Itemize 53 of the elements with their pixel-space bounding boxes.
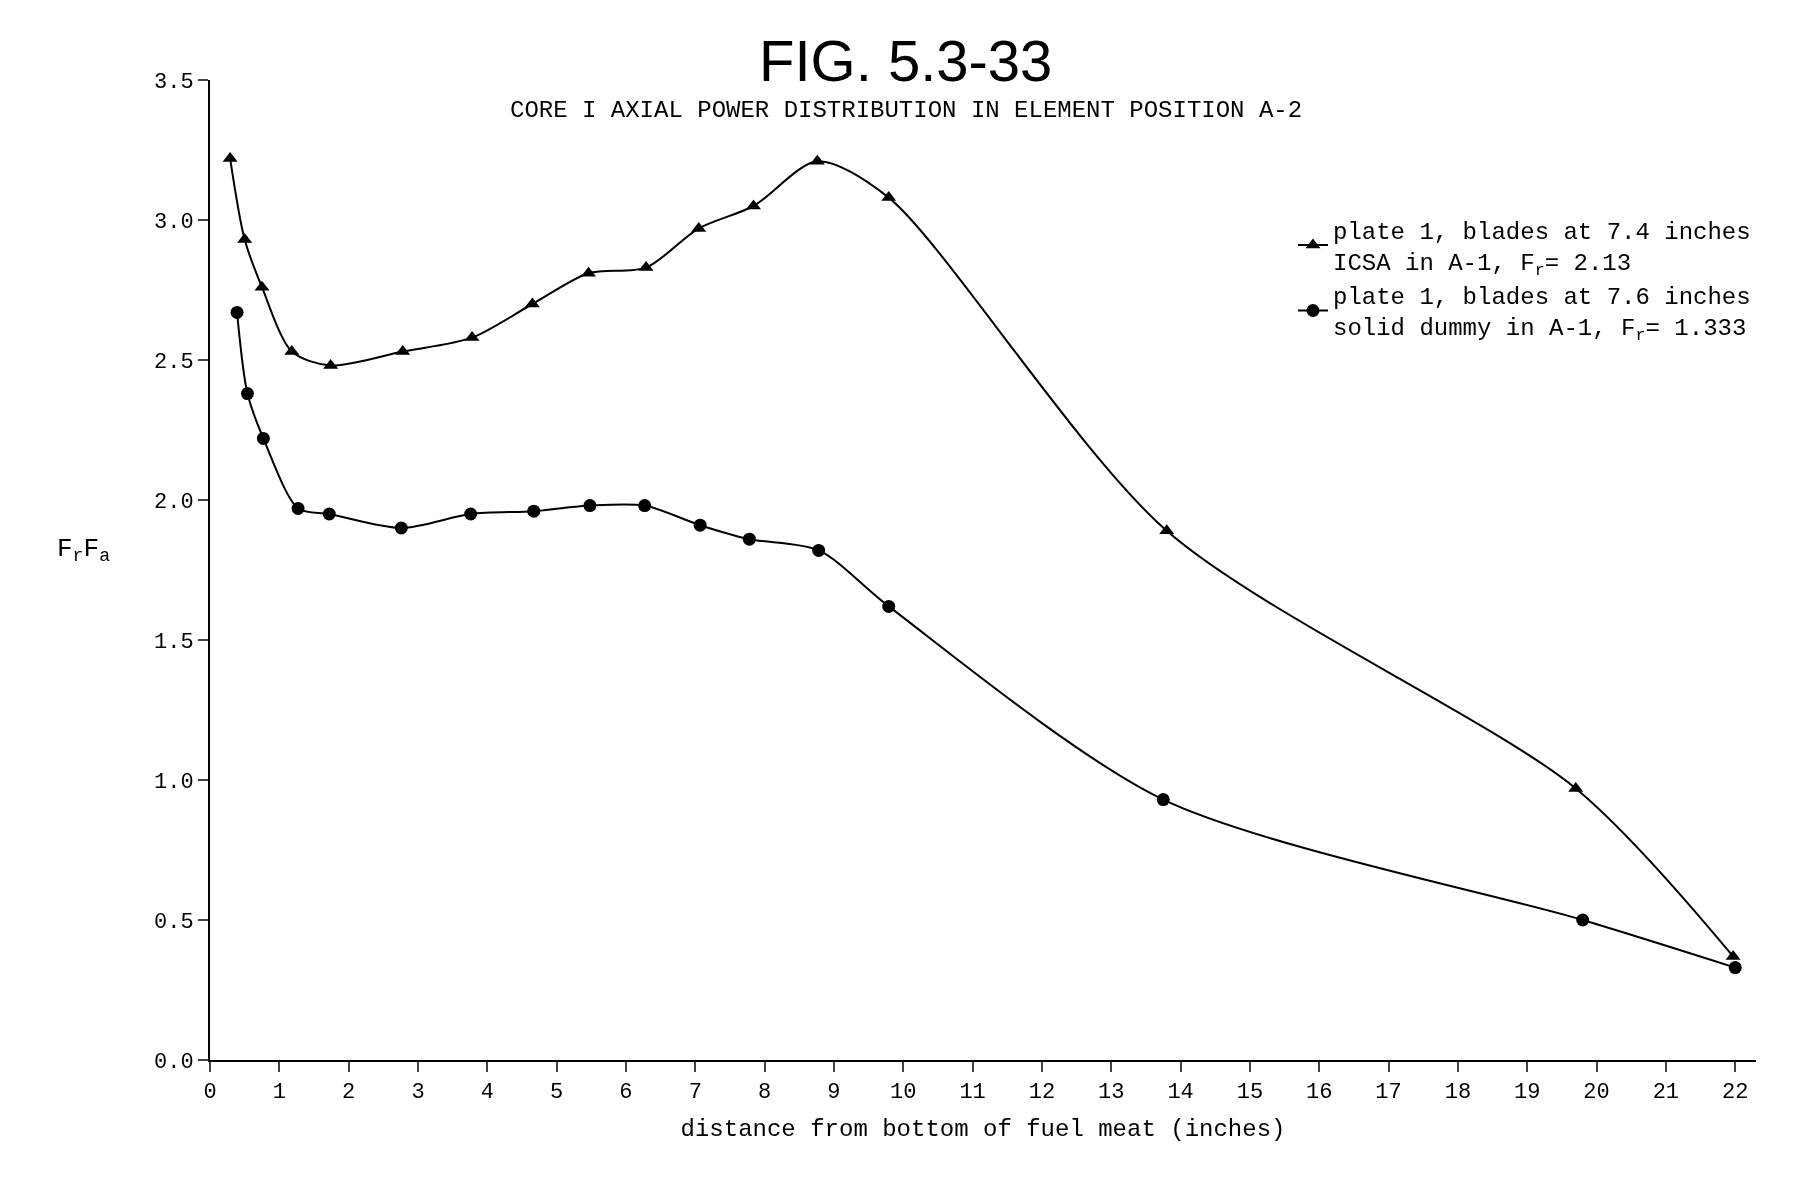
x-tick-label: 12 [1028, 1080, 1056, 1106]
x-tick-label: 1 [272, 1080, 286, 1106]
point [464, 507, 478, 521]
x-tick-label: 16 [1306, 1080, 1333, 1106]
point [812, 543, 826, 557]
x-tick-label: 10 [890, 1080, 917, 1106]
x-tick-label: 13 [1098, 1080, 1125, 1106]
point [230, 305, 244, 319]
x-tick-label: 19 [1514, 1080, 1541, 1106]
x-tick-label: 9 [827, 1080, 841, 1106]
x-tick-label: 20 [1583, 1080, 1610, 1106]
y-tick-label: 0.5 [153, 909, 194, 935]
x-tick-label: 18 [1444, 1080, 1472, 1106]
x-tick-label: 6 [619, 1080, 633, 1106]
legend-label: plate 1, blades at 7.6 inches solid dummy in A-1, F$_{r}$= 1.333 [1333, 284, 1751, 346]
point [882, 599, 896, 613]
x-tick-label: 8 [758, 1080, 772, 1106]
y-tick-label: 1.0 [153, 769, 194, 795]
chart-title: FIG. 5.3-33 [759, 28, 1053, 93]
point [394, 521, 408, 535]
x-tick-label: 11 [959, 1080, 986, 1106]
x-tick-label: 22 [1722, 1080, 1749, 1106]
point [240, 387, 254, 401]
point [638, 499, 652, 513]
x-tick-label: 15 [1236, 1080, 1264, 1106]
point [1576, 913, 1590, 927]
y-tick-label: 0.0 [153, 1049, 194, 1075]
y-axis-title: F$_{r}$F$_{a}$ [57, 534, 111, 567]
point [1728, 961, 1742, 975]
point [527, 504, 541, 518]
x-tick-label: 2 [342, 1080, 356, 1106]
text: CORE I AXIAL POWER DISTRIBUTION IN ELEMENT POSITION A-2 [510, 97, 1303, 124]
y-tick-label: 3.5 [153, 69, 194, 95]
point [583, 499, 597, 513]
x-tick-label: 0 [203, 1080, 217, 1106]
x-tick-label: 21 [1652, 1080, 1680, 1106]
y-tick-label: 2.5 [153, 349, 194, 375]
point [322, 507, 336, 521]
x-tick-label: 7 [688, 1080, 702, 1106]
x-tick-label: 3 [411, 1080, 425, 1106]
point [742, 532, 756, 546]
y-tick-label: 1.5 [153, 629, 194, 655]
point [1156, 793, 1170, 807]
x-axis-title: distance from bottom of fuel meat (inches) [680, 1116, 1286, 1144]
x-tick-label: 5 [550, 1080, 564, 1106]
x-tick-label: 4 [480, 1080, 494, 1106]
point [693, 518, 707, 532]
x-tick-label: 14 [1167, 1080, 1194, 1106]
y-tick-label: 3.0 [153, 209, 194, 235]
point [256, 431, 270, 445]
x-tick-label: 17 [1375, 1080, 1402, 1106]
point [291, 501, 305, 515]
y-tick-label: 2.0 [153, 489, 194, 515]
